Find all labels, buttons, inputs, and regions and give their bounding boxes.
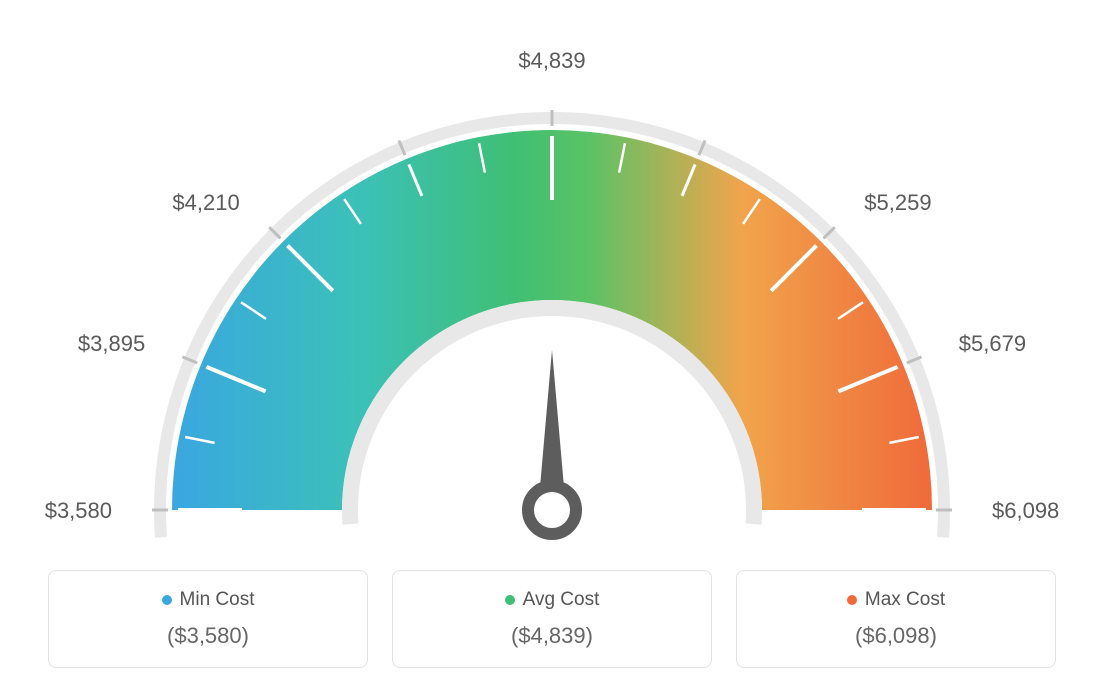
gauge-tick-label: $5,259 [864,190,931,216]
max-cost-card: Max Cost ($6,098) [736,570,1056,668]
avg-cost-card: Avg Cost ($4,839) [392,570,712,668]
min-cost-card: Min Cost ($3,580) [48,570,368,668]
gauge-tick-label: $6,098 [992,498,1059,524]
cost-cards-row: Min Cost ($3,580) Avg Cost ($4,839) Max … [0,570,1104,668]
max-cost-dot [847,595,857,605]
avg-cost-value: ($4,839) [413,623,691,649]
max-cost-label: Max Cost [865,589,945,611]
gauge-tick-label: $5,679 [959,331,1026,357]
gauge-needle-hub [528,486,576,534]
gauge-svg [102,40,1002,580]
avg-cost-label: Avg Cost [523,589,600,611]
max-cost-header: Max Cost [757,589,1035,611]
gauge-tick-label: $3,580 [45,498,112,524]
min-cost-header: Min Cost [69,589,347,611]
max-cost-value: ($6,098) [757,623,1035,649]
gauge-tick-label: $4,839 [518,48,585,74]
min-cost-value: ($3,580) [69,623,347,649]
gauge-container: $3,580 $3,895 $4,210 $4,839 $5,259 $5,679 $6,0… [0,0,1104,560]
gauge-tick-label: $4,210 [172,190,239,216]
min-cost-label: Min Cost [180,589,255,611]
gauge-tick-label: $3,895 [78,331,145,357]
avg-cost-header: Avg Cost [413,589,691,611]
avg-cost-dot [505,595,515,605]
min-cost-dot [162,595,172,605]
